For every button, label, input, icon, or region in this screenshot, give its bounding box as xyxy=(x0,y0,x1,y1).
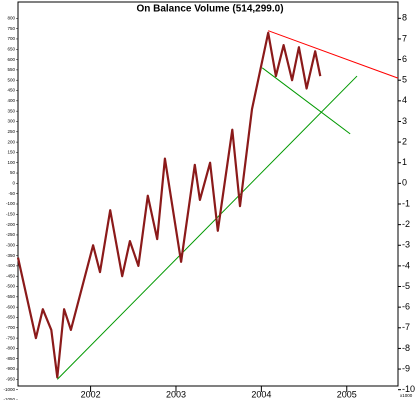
trend-line xyxy=(268,30,399,79)
y-tick-label: 8 xyxy=(402,13,407,23)
y-tick-label: 2 xyxy=(402,136,407,146)
chart-title: On Balance Volume (514,299.0) xyxy=(136,4,283,15)
trend-line xyxy=(261,67,351,135)
y-tick-label: -9 xyxy=(402,363,410,373)
x-tick-label: 2003 xyxy=(166,389,186,399)
x-tick-label: 2004 xyxy=(251,389,271,399)
y2-tick-label: 200 xyxy=(7,139,15,144)
y2-tick-label: 150 xyxy=(7,150,15,155)
obv-line xyxy=(16,31,322,379)
y2-tick-label: -100 xyxy=(6,201,16,206)
y-tick-label: -3 xyxy=(402,240,410,250)
y2-tick-label: 250 xyxy=(7,129,15,134)
y2-tick-label: -850 xyxy=(6,356,16,361)
y2-tick-label: -450 xyxy=(6,273,16,278)
y-tick-label: 4 xyxy=(402,95,407,105)
y2-tick-label: 600 xyxy=(7,57,15,62)
y-tick-label: -7 xyxy=(402,322,410,332)
y2-tick-label: 350 xyxy=(7,108,15,113)
y2-tick-label: -150 xyxy=(6,212,16,217)
y2-tick-label: 650 xyxy=(7,46,15,51)
y-tick-label: 1 xyxy=(402,157,407,167)
y2-tick-label: -1050 xyxy=(3,397,15,400)
y-tick-label: -8 xyxy=(402,343,410,353)
y2-tick-label: -500 xyxy=(6,284,16,289)
y2-tick-label: -650 xyxy=(6,315,16,320)
y2-tick-label: -200 xyxy=(6,222,16,227)
y-tick-label: 3 xyxy=(402,116,407,126)
y2-tick-label: 450 xyxy=(7,88,15,93)
y-tick-label: -6 xyxy=(402,302,410,312)
y2-tick-label: -50 xyxy=(8,191,15,196)
y-tick-label: -1 xyxy=(402,198,410,208)
y2-tick-label: 0 xyxy=(12,181,15,186)
y2-tick-label: -350 xyxy=(6,253,16,258)
y2-tick-label: 750 xyxy=(7,26,15,31)
y2-tick-label: 700 xyxy=(7,36,15,41)
y-tick-label: -2 xyxy=(402,219,410,229)
y-tick-label: -5 xyxy=(402,281,410,291)
y-tick-label: -4 xyxy=(402,260,410,270)
y-tick-label: 5 xyxy=(402,75,407,85)
y2-tick-label: -700 xyxy=(6,325,16,330)
y2-tick-label: -250 xyxy=(6,232,16,237)
y-unit-label: x1000 xyxy=(400,393,413,398)
y2-tick-label: 800 xyxy=(7,16,15,21)
y2-tick-label: 500 xyxy=(7,77,15,82)
x-tick-label: 2002 xyxy=(81,389,101,399)
y-tick-label: -10 xyxy=(402,384,415,394)
y2-tick-label: -1000 xyxy=(3,387,15,392)
y2-tick-label: 100 xyxy=(7,160,15,165)
y2-tick-label: -550 xyxy=(6,294,16,299)
y2-tick-label: -300 xyxy=(6,242,16,247)
y-tick-label: 0 xyxy=(402,178,407,188)
trend-line xyxy=(56,75,358,380)
y2-tick-label: -900 xyxy=(6,366,16,371)
y2-tick-label: 300 xyxy=(7,119,15,124)
y2-tick-label: -800 xyxy=(6,346,16,351)
y2-tick-label: 550 xyxy=(7,67,15,72)
y2-tick-label: -400 xyxy=(6,263,16,268)
y2-tick-label: -750 xyxy=(6,335,16,340)
y-tick-label: 7 xyxy=(402,33,407,43)
y2-tick-label: -600 xyxy=(6,304,16,309)
y-tick-label: 6 xyxy=(402,54,407,64)
plot-frame xyxy=(17,1,399,387)
y2-tick-label: 400 xyxy=(7,98,15,103)
y2-tick-label: -950 xyxy=(6,377,16,382)
y2-tick-label: 50 xyxy=(10,170,16,175)
x-tick-label: 2005 xyxy=(337,389,357,399)
